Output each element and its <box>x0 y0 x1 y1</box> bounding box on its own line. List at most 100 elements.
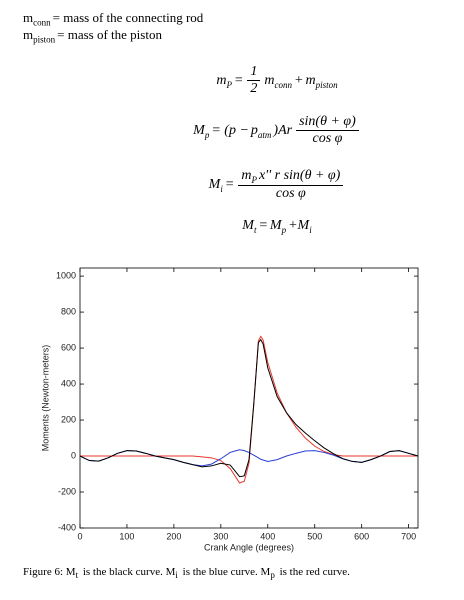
y-tick-label: 1000 <box>56 270 76 280</box>
text-main: = mass of the piston <box>57 27 162 42</box>
text-main: cos φ <box>312 131 343 146</box>
text-main: m <box>23 27 34 42</box>
subscript: conn <box>33 17 51 28</box>
fraction: sin(θ + φ) cos φ <box>296 114 359 147</box>
text: +Mi <box>288 218 312 235</box>
text-main: p <box>250 122 258 138</box>
text-main: M <box>269 218 282 233</box>
text-main: M <box>208 177 221 193</box>
text-main: = <box>233 72 244 88</box>
text-main: +M <box>288 218 310 233</box>
text-main: 2 <box>250 81 258 96</box>
subscript: p <box>270 570 275 581</box>
text-main: Figure 6: M <box>23 566 76 578</box>
text-main: m <box>241 168 252 183</box>
text: mconn <box>23 10 51 28</box>
text: 1 <box>250 64 257 79</box>
x-tick-label: 600 <box>354 531 369 541</box>
plot-frame <box>79 267 419 529</box>
text: = <box>234 73 243 88</box>
subscript: p <box>281 224 287 235</box>
y-tick-label: -400 <box>58 522 76 532</box>
subscript: conn <box>274 79 293 90</box>
chart: Crank Angle (degrees) Moments (Newton-me… <box>40 267 419 552</box>
text: mconn <box>264 73 293 90</box>
y-axis-label: Moments (Newton-meters) <box>40 345 50 452</box>
x-tick-label: 300 <box>213 531 228 541</box>
x-tick-label: 100 <box>119 531 134 541</box>
text: is the blue curve. Mp <box>179 566 275 581</box>
text-main: M <box>193 122 205 138</box>
y-tick-label: 0 <box>71 450 76 460</box>
text-main: is the black curve. M <box>80 566 176 578</box>
text: + <box>294 73 303 88</box>
text-main: = <box>224 177 235 193</box>
denominator: cos φ <box>309 131 345 147</box>
denominator: 2 <box>247 81 260 97</box>
text: 2 <box>250 81 257 96</box>
figure-caption: Figure 6: Mt is the black curve. Mi is t… <box>22 566 351 580</box>
text: = <box>258 218 267 233</box>
text-main: x'' r sin(θ + φ) <box>258 168 341 183</box>
x-tick-label: 200 <box>166 531 181 541</box>
y-tick-label: -200 <box>58 486 76 496</box>
text-main: M <box>242 218 254 233</box>
text: mpiston <box>23 27 56 45</box>
subscript: piston <box>315 79 338 90</box>
equation: Mt = Mp +Mi <box>0 218 464 235</box>
text: Mt <box>242 218 257 235</box>
text: cos φ <box>312 131 342 146</box>
text: is the red curve. <box>277 566 350 578</box>
x-tick-label: 500 <box>307 531 322 541</box>
text: mP <box>216 73 232 90</box>
numerator: sin(θ + φ) <box>296 114 359 131</box>
subscript: i <box>175 570 178 581</box>
text: cos φ <box>276 186 306 201</box>
x-tick-label: 0 <box>77 531 82 541</box>
text-main: sin(θ + φ) <box>299 114 356 129</box>
definition: mpiston = mass of the piston <box>22 27 163 45</box>
text: is the black curve. Mi <box>80 566 178 581</box>
text-main: m <box>23 10 34 25</box>
subscript: i <box>220 183 223 194</box>
y-tick-label: 800 <box>61 306 76 316</box>
text: = mass of the connecting rod <box>53 10 204 25</box>
y-tick-label: 400 <box>61 378 76 388</box>
y-tick-label: 600 <box>61 342 76 352</box>
text: Mp <box>269 218 287 235</box>
text: Mi <box>208 177 223 194</box>
text-main: is the blue curve. M <box>179 566 271 578</box>
text: = <box>225 177 234 192</box>
subscript: t <box>253 224 257 235</box>
text-main: m <box>305 72 316 88</box>
text-main: + <box>294 72 304 88</box>
text: mP <box>241 168 257 185</box>
text: sin(θ + φ) <box>299 114 356 129</box>
x-tick-label: 700 <box>401 531 416 541</box>
equation: Mi = mP x'' r sin(θ + φ) cos φ <box>0 168 464 202</box>
text-main: cos φ <box>275 185 306 201</box>
subscript: piston <box>33 34 56 45</box>
subscript: i <box>309 224 312 235</box>
subscript: p <box>204 129 210 140</box>
text-main: 1 <box>250 64 258 79</box>
numerator: mP x'' r sin(θ + φ) <box>238 168 344 186</box>
fraction: mP x'' r sin(θ + φ) cos φ <box>238 168 344 202</box>
text-main: is the red curve. <box>276 566 350 578</box>
subscript: P <box>226 79 232 90</box>
subscript: P <box>251 174 257 185</box>
text: x'' r sin(θ + φ) <box>259 168 340 183</box>
text: = mass of the piston <box>57 27 162 42</box>
numerator: 1 <box>247 64 261 81</box>
subscript: atm <box>257 129 272 140</box>
text: Mp <box>193 122 210 140</box>
text: = (p − <box>211 123 249 138</box>
series-line <box>79 338 419 478</box>
text-main: = (p − <box>211 122 249 138</box>
text-main: = mass of the connecting rod <box>52 10 204 25</box>
equation: mP = 1 2 mconn + mpiston <box>0 64 464 97</box>
x-tick-label: 400 <box>260 531 275 541</box>
definition: mconn = mass of the connecting rod <box>22 10 204 28</box>
